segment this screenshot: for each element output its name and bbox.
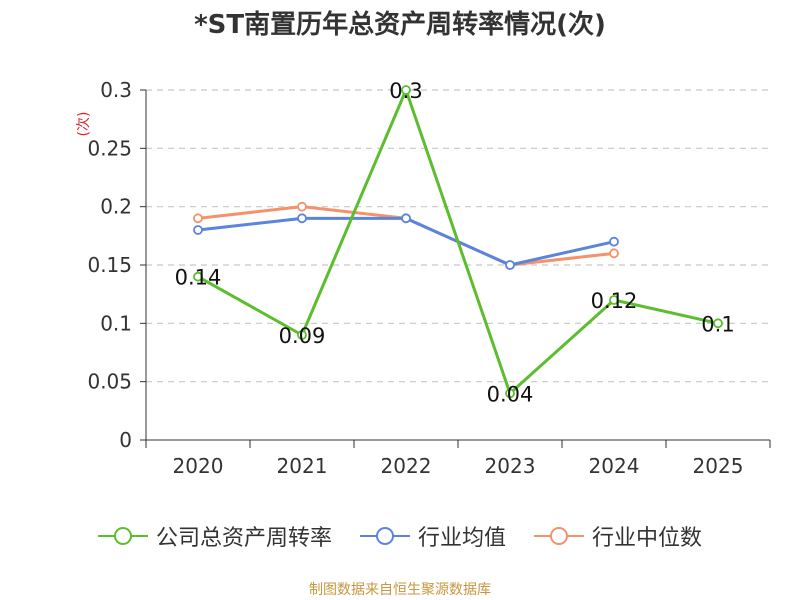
data-label: 0.1	[701, 312, 734, 336]
grid-layer	[146, 89, 770, 383]
data-label: 0.12	[591, 289, 638, 313]
data-point	[193, 213, 203, 224]
series-line-0	[197, 88, 719, 395]
x-tick-label: 2025	[693, 454, 744, 478]
x-tick-label: 2020	[173, 454, 224, 478]
legend-item-company[interactable]: 公司总资产周转率	[97, 520, 332, 552]
legend: 公司总资产周转率 行业均值 行业中位数	[0, 520, 800, 552]
data-point	[297, 213, 307, 224]
axis-layer: 0 0.05 0.1 0.15 0.2 0.25 0.3 2020 2021 2022 2023 20…	[76, 78, 771, 478]
legend-marker-industry-median	[534, 527, 584, 545]
data-label: 0.04	[487, 382, 534, 406]
legend-marker-industry-mean	[359, 527, 410, 545]
data-point	[401, 213, 411, 224]
series-line-1	[197, 216, 615, 267]
x-tick-label: 2023	[485, 454, 536, 478]
data-point	[713, 318, 723, 329]
data-point	[297, 330, 307, 340]
legend-label-industry-mean: 行业均值	[417, 526, 506, 551]
data-point	[609, 248, 619, 259]
data-label: 0.3	[389, 79, 422, 103]
legend-label-company: 公司总资产周转率	[155, 526, 332, 551]
data-point	[609, 236, 619, 247]
data-point	[609, 295, 619, 305]
y-tick-label: 0	[119, 428, 132, 452]
x-tick-label: 2024	[589, 454, 640, 478]
data-point	[297, 201, 307, 212]
x-tick-label: 2021	[277, 454, 328, 478]
data-point	[193, 225, 203, 235]
data-label: 0.14	[175, 266, 222, 290]
x-tick-label: 2022	[381, 454, 432, 478]
data-label: 0.09	[279, 324, 326, 348]
data-label-layer: 0.14 0.09 0.3 0.04 0.12 0.1	[175, 79, 735, 406]
data-point	[401, 85, 411, 95]
data-point	[193, 271, 203, 282]
y-tick-label: 0.1	[100, 311, 132, 335]
data-point	[505, 388, 515, 399]
legend-label-industry-median: 行业中位数	[592, 526, 703, 551]
y-tick-label: 0.25	[87, 136, 132, 160]
y-tick-label: 0.15	[87, 253, 132, 277]
y-tick-label: 0.05	[87, 370, 132, 394]
y-tick-label: 0.2	[100, 195, 132, 219]
data-point	[505, 260, 515, 270]
chart-title: *ST南置历年总资产周转率情况(次)	[194, 10, 606, 40]
y-axis-label: (次)	[76, 112, 92, 137]
legend-item-industry-median[interactable]: 行业中位数	[534, 520, 702, 552]
series-layer	[193, 85, 723, 399]
y-tick-label: 0.3	[100, 78, 132, 102]
legend-marker-company	[97, 527, 148, 545]
source-note: 制图数据来自恒生聚源数据库	[309, 582, 491, 598]
legend-item-industry-mean[interactable]: 行业均值	[359, 520, 506, 552]
